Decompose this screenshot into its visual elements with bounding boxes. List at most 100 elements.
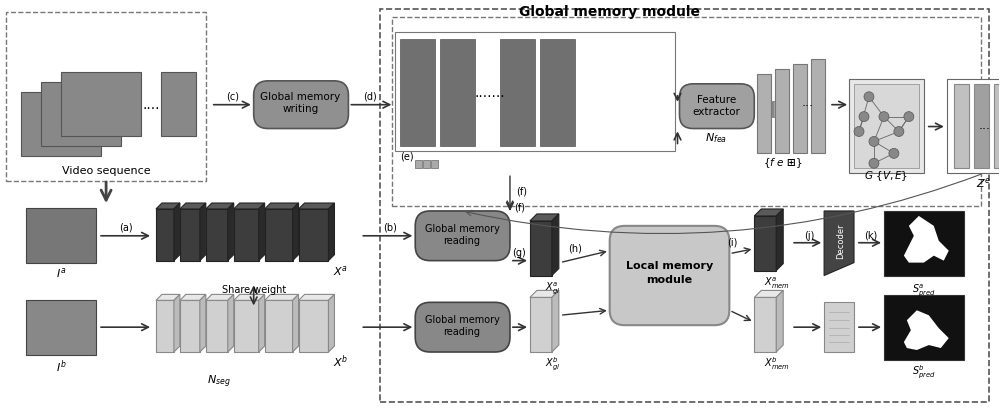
Text: (k): (k) [864,231,878,241]
FancyBboxPatch shape [884,211,964,275]
Polygon shape [156,203,180,209]
FancyBboxPatch shape [156,300,174,352]
Polygon shape [265,203,299,209]
FancyBboxPatch shape [21,92,101,156]
FancyBboxPatch shape [757,101,764,117]
FancyBboxPatch shape [299,209,328,261]
FancyBboxPatch shape [754,216,776,270]
Polygon shape [180,294,206,300]
Circle shape [904,112,914,122]
FancyBboxPatch shape [754,298,776,352]
Text: $S^a_{pred}$: $S^a_{pred}$ [912,282,936,298]
FancyBboxPatch shape [610,226,729,325]
Polygon shape [293,203,299,261]
Text: Local memory: Local memory [626,261,713,270]
Text: Feature: Feature [697,95,736,105]
Polygon shape [824,302,854,352]
FancyBboxPatch shape [530,298,552,352]
Circle shape [854,127,864,136]
FancyBboxPatch shape [974,84,989,168]
FancyBboxPatch shape [423,160,430,168]
Text: $N_{seg}$: $N_{seg}$ [207,374,231,390]
Text: (g): (g) [512,248,526,258]
FancyBboxPatch shape [26,300,96,355]
Polygon shape [552,291,559,352]
Polygon shape [299,294,334,300]
FancyBboxPatch shape [26,208,96,263]
Text: (a): (a) [119,223,133,233]
FancyBboxPatch shape [234,209,259,261]
FancyBboxPatch shape [765,101,772,117]
Text: $G\ \{V, E\}$: $G\ \{V, E\}$ [864,169,908,183]
Polygon shape [328,294,334,352]
FancyBboxPatch shape [540,39,575,146]
FancyBboxPatch shape [180,209,200,261]
FancyBboxPatch shape [395,32,675,151]
Polygon shape [234,294,265,300]
Polygon shape [228,203,234,261]
FancyBboxPatch shape [415,160,422,168]
Text: extractor: extractor [692,106,740,117]
Text: $S^b_{pred}$: $S^b_{pred}$ [912,363,936,381]
FancyBboxPatch shape [431,160,438,168]
FancyBboxPatch shape [994,84,1000,168]
Text: $X^b_{mem}$: $X^b_{mem}$ [764,356,790,372]
Circle shape [894,127,904,136]
Text: reading: reading [444,236,481,246]
Text: (f): (f) [514,203,525,213]
Polygon shape [156,294,180,300]
FancyBboxPatch shape [793,64,807,153]
Polygon shape [904,216,949,263]
FancyBboxPatch shape [400,39,435,146]
FancyBboxPatch shape [234,300,259,352]
Text: (b): (b) [383,223,397,233]
FancyBboxPatch shape [773,101,780,117]
Polygon shape [234,203,265,209]
FancyBboxPatch shape [530,221,552,275]
Text: reading: reading [444,327,481,337]
Text: $X^b_{gl}$: $X^b_{gl}$ [545,355,560,373]
FancyBboxPatch shape [161,72,196,136]
Text: Global memory module: Global memory module [519,5,700,19]
FancyBboxPatch shape [254,81,348,129]
Text: (e): (e) [400,151,414,162]
Text: (i): (i) [727,238,738,248]
FancyBboxPatch shape [156,209,174,261]
FancyBboxPatch shape [61,72,141,136]
Text: $\{f\ e\ \mathbf{\boxplus}\}$: $\{f\ e\ \mathbf{\boxplus}\}$ [763,156,802,170]
Polygon shape [530,291,559,298]
Text: $X^a$: $X^a$ [333,263,348,277]
Text: module: module [646,275,693,286]
Text: $X^a_{gl}$: $X^a_{gl}$ [545,280,560,296]
Text: $I^a$: $I^a$ [56,266,66,279]
Text: ...: ... [979,119,991,132]
FancyBboxPatch shape [41,82,121,146]
FancyBboxPatch shape [415,302,510,352]
Polygon shape [174,203,180,261]
Text: $X^a_{mem}$: $X^a_{mem}$ [764,276,790,291]
Polygon shape [824,211,854,275]
Polygon shape [776,209,783,270]
Polygon shape [206,203,234,209]
Polygon shape [206,294,234,300]
Polygon shape [259,294,265,352]
FancyBboxPatch shape [811,59,825,153]
Polygon shape [293,294,299,352]
FancyBboxPatch shape [500,39,535,146]
Circle shape [869,158,879,168]
FancyBboxPatch shape [954,84,969,168]
Text: $Z^e$: $Z^e$ [976,176,991,190]
Text: Decoder: Decoder [837,223,846,259]
FancyBboxPatch shape [947,79,1000,173]
Circle shape [864,92,874,102]
Text: Global memory: Global memory [260,92,341,102]
FancyBboxPatch shape [415,211,510,261]
Text: (c): (c) [226,92,239,102]
FancyBboxPatch shape [775,69,789,153]
FancyBboxPatch shape [299,300,328,352]
Polygon shape [180,203,206,209]
Text: ....: .... [142,98,160,112]
Circle shape [869,136,879,146]
Text: (f): (f) [516,186,527,196]
Text: $X^b$: $X^b$ [333,353,348,370]
